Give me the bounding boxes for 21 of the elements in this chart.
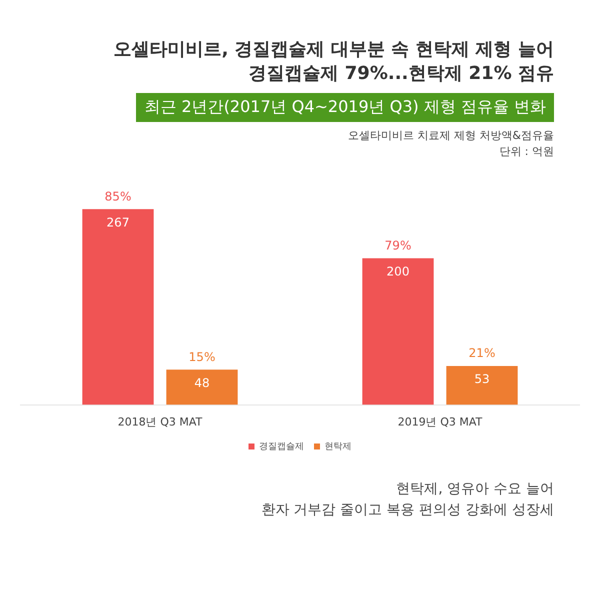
annotation: 79% [384,238,412,252]
data-label: 48 [194,375,210,390]
chart-subtitle: 최근 2년간(2017년 Q4~2019년 Q3) 제형 점유율 변화 [136,92,554,122]
legend-label: 경질캡슐제 [259,441,304,452]
bar [166,369,238,404]
annotation: 15% [188,349,216,364]
chart-title: 오셀타미비르, 경질캡슐제 대부분 속 현탁제 제형 늘어 경질캡슐제 79%...현탁제 21% 점유 [112,38,555,86]
legend-label: 현탁제 [324,441,352,452]
text: 단위 : 억원 [498,144,554,160]
text: 85% [104,188,132,203]
data-label: 53 [474,372,490,386]
bar [446,366,518,404]
bar [82,208,154,404]
text: 현탁제, 영유아 수요 늘어 환자 거부감 줄이고 복용 편의성 강화에 성장세 [260,480,554,520]
data-label: 267 [106,214,130,229]
bar [362,258,434,404]
data-label: 200 [386,264,410,278]
text: 오셀타미비르 치료제 제형 처방액&점유율 [346,128,554,144]
x-tick-label: 2018년 Q3 MAT [118,414,203,428]
annotation: 21% [468,346,496,360]
x-tick-label: 2019년 Q3 MAT [398,414,483,428]
